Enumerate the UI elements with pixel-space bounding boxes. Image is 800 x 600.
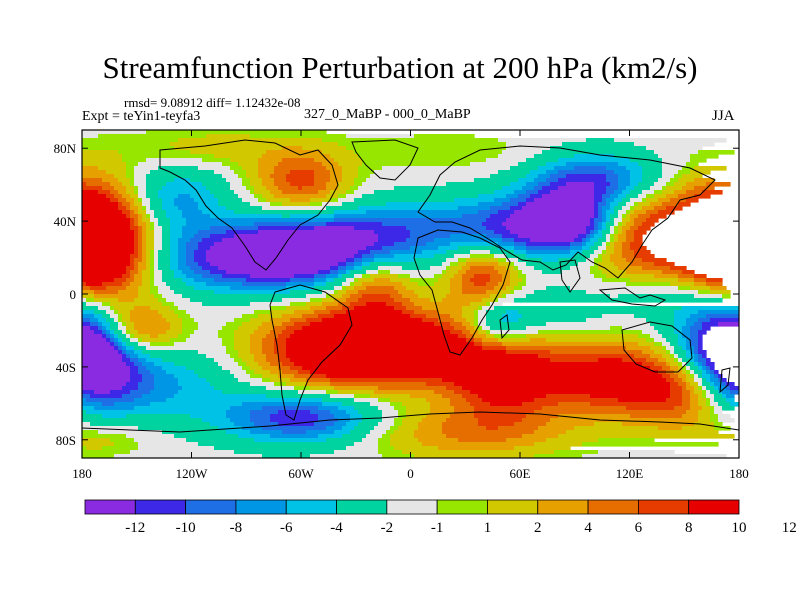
y-tick-label: 40N bbox=[54, 214, 77, 229]
colorbar-swatch bbox=[336, 499, 388, 515]
colorbar-label: 6 bbox=[635, 520, 643, 536]
y-tick-label: 0 bbox=[70, 287, 77, 302]
y-tick-label: 80S bbox=[56, 433, 76, 448]
colorbar-swatch bbox=[84, 499, 136, 515]
colorbar-swatch bbox=[537, 499, 589, 515]
coastline-new-zealand bbox=[719, 367, 731, 394]
colorbar-swatch bbox=[185, 499, 237, 515]
coastline-madagascar bbox=[499, 314, 510, 340]
coastline-outlines bbox=[82, 139, 739, 433]
colorbar-swatch bbox=[235, 499, 287, 515]
colorbar-label: 12 bbox=[782, 520, 797, 536]
colorbar-label: 10 bbox=[732, 520, 747, 536]
colorbar-label: 8 bbox=[685, 520, 693, 536]
colorbar: -12 -10 -8 -6 -4 -2 -1 1 2 4 6 8 10 12 bbox=[84, 499, 797, 536]
colorbar-label: -12 bbox=[125, 520, 145, 536]
colorbar-swatch bbox=[487, 499, 539, 515]
colorbar-swatch bbox=[587, 499, 639, 515]
colorbar-label: -2 bbox=[381, 520, 394, 536]
colorbar-swatch bbox=[436, 499, 488, 515]
colorbar-swatch bbox=[285, 499, 337, 515]
colorbar-label: -8 bbox=[230, 520, 243, 536]
x-tick-label: 60E bbox=[510, 466, 531, 481]
y-tick-label: 80N bbox=[54, 141, 77, 156]
x-tick-label: 180 bbox=[72, 466, 92, 481]
coastline-north-america bbox=[159, 139, 339, 271]
colorbar-swatch bbox=[134, 499, 187, 515]
x-tick-label: 0 bbox=[407, 466, 414, 481]
coastline-antarctica bbox=[82, 411, 739, 433]
colorbar-swatch bbox=[688, 499, 740, 515]
season-label: JJA bbox=[712, 108, 735, 124]
map-title: Streamfunction Perturbation at 200 hPa (… bbox=[102, 50, 698, 85]
colorbar-label: -6 bbox=[280, 520, 293, 536]
x-tick-label: 60W bbox=[288, 466, 314, 481]
x-tick-label: 120W bbox=[176, 466, 209, 481]
coastline-eurasia bbox=[417, 145, 716, 279]
coastline-maritime-continent bbox=[598, 287, 667, 307]
y-tick-label: 40S bbox=[56, 360, 76, 375]
colorbar-swatch bbox=[386, 499, 438, 515]
comparison-line: 327_0_MaBP - 000_0_MaBP bbox=[304, 107, 471, 122]
x-tick-label: 120E bbox=[616, 466, 644, 481]
coastline-australia bbox=[621, 321, 693, 373]
colorbar-label: 2 bbox=[534, 520, 542, 536]
streamfunction-field bbox=[82, 130, 739, 458]
colorbar-label: -4 bbox=[330, 520, 343, 536]
stats-line: rmsd= 9.08912 diff= 1.12432e-08 bbox=[124, 95, 301, 110]
x-tick-label: 180 bbox=[729, 466, 749, 481]
coastline-india bbox=[559, 259, 581, 293]
experiment-line: Expt = teYin1-teyfa3 bbox=[82, 109, 201, 124]
coastline-south-america bbox=[269, 284, 353, 421]
colorbar-label: 1 bbox=[484, 520, 492, 536]
colorbar-label: -10 bbox=[176, 520, 196, 536]
colorbar-swatch bbox=[637, 499, 690, 515]
colorbar-label: 4 bbox=[584, 520, 592, 536]
coastline-africa bbox=[413, 229, 511, 356]
coastline-greenland bbox=[351, 139, 419, 181]
axis-ticks: 180 120W 60W 0 60E 120E 180 80N 40N 0 40S 80S bbox=[54, 130, 749, 481]
colorbar-label: -1 bbox=[431, 520, 444, 536]
